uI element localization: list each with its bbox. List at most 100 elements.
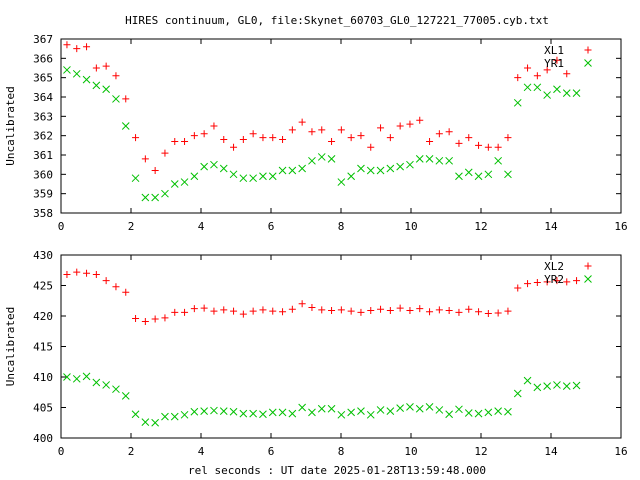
xl1-point (92, 64, 100, 72)
yr1-point (553, 85, 561, 94)
xl2-point (563, 278, 571, 286)
yr1-point (288, 166, 297, 175)
xl2-point (279, 308, 287, 316)
yr1-point (337, 178, 346, 186)
yr1-point (131, 174, 140, 183)
yr1-point (259, 172, 267, 181)
yr2-point (445, 410, 454, 419)
yr1-point (317, 153, 326, 161)
xl1-point (190, 132, 198, 140)
yr2-point (72, 374, 81, 383)
xl2-point (465, 305, 473, 313)
xl1-point (122, 95, 130, 103)
xl2-point (102, 277, 110, 285)
yr2-point (190, 407, 199, 416)
yr1-point (464, 168, 473, 177)
y-axis-label: Uncalibrated (4, 307, 17, 386)
yr2-point (92, 378, 101, 387)
xl2-point (83, 269, 91, 277)
x-tick-label: 16 (614, 220, 627, 233)
xl1-point (455, 139, 463, 147)
xl1-point (367, 143, 375, 151)
legend-label: XL1 (544, 44, 564, 57)
xl1-point (171, 137, 179, 145)
xl1-point (465, 134, 473, 142)
xl1-point (239, 136, 247, 144)
yr2-point (523, 376, 532, 385)
xl1-point (151, 166, 159, 174)
yr1-point (82, 75, 91, 84)
xl2-point (298, 300, 306, 308)
y-tick-label: 410 (33, 371, 53, 384)
yr2-point (259, 410, 267, 419)
xl2-point (406, 307, 414, 315)
xl1-point (445, 128, 453, 136)
xl1-point (288, 126, 296, 134)
xl1-point (396, 122, 404, 130)
xl2-point (573, 277, 581, 285)
xl2-point (269, 307, 277, 315)
yr1-point (533, 83, 542, 92)
x-tick-label: 8 (338, 220, 345, 233)
xl1-point (259, 134, 267, 142)
y-tick-label: 361 (33, 149, 53, 162)
x-tick-label: 0 (58, 220, 65, 233)
yr2-point (464, 409, 473, 417)
xl1-point (200, 130, 208, 138)
xl2-point (308, 303, 316, 311)
yr1-point (72, 69, 81, 78)
yr2-point (425, 403, 434, 411)
yr2-point (366, 410, 375, 419)
xl2-point (122, 288, 130, 296)
yr2-point (288, 409, 297, 418)
xl2-point (347, 307, 355, 315)
yr1-point (347, 172, 356, 181)
xl1-point (484, 143, 492, 151)
yr2-point (543, 382, 552, 391)
xl2-point (132, 314, 140, 322)
xl1-point (553, 56, 561, 64)
xl2-point (484, 310, 492, 318)
xl2-point (357, 308, 365, 316)
yr2-point (102, 381, 111, 389)
yr2-point (180, 410, 189, 419)
yr1-point (298, 164, 307, 173)
xl2-point (553, 277, 561, 285)
xl1-point (386, 134, 394, 142)
yr1-point (268, 172, 277, 181)
yr2-point (455, 405, 463, 414)
yr2-point (572, 381, 581, 390)
xl2-point (161, 314, 169, 322)
yr1-point (396, 162, 405, 171)
xl2-point (181, 308, 189, 316)
yr1-point (415, 155, 424, 163)
yr2-point (484, 408, 493, 417)
xl2-point (445, 307, 453, 315)
y-tick-label: 420 (33, 310, 53, 323)
xl1-point (132, 134, 140, 142)
xl1-point (514, 74, 522, 82)
y-tick-label: 364 (33, 91, 53, 104)
y-axis-label: Uncalibrated (4, 86, 17, 165)
yr1-point (572, 89, 581, 97)
x-tick-label: 12 (474, 220, 487, 233)
y-tick-label: 358 (33, 207, 53, 220)
yr2-point (504, 407, 512, 416)
yr1-point (376, 166, 385, 175)
yr2-point (268, 408, 277, 417)
y-tick-label: 362 (33, 130, 53, 143)
x-tick-label: 10 (404, 445, 417, 458)
bottom-panel: 0 2 4 6 8 10 12 14 16 400 405 410 415 420 425 430 Uncali… (4, 249, 628, 458)
yr2-point (219, 407, 228, 416)
yr1-point (562, 89, 571, 97)
yr2-point (553, 381, 561, 389)
yr1-point (278, 166, 287, 175)
xl2-point (533, 278, 541, 286)
x-tick-label: 2 (128, 445, 135, 458)
xl2-point (92, 271, 100, 279)
x-tick-label: 16 (614, 445, 627, 458)
yr1-point (180, 178, 189, 186)
xl1-point (543, 66, 551, 74)
yr2-point (533, 383, 542, 392)
yr1-point (210, 160, 218, 169)
